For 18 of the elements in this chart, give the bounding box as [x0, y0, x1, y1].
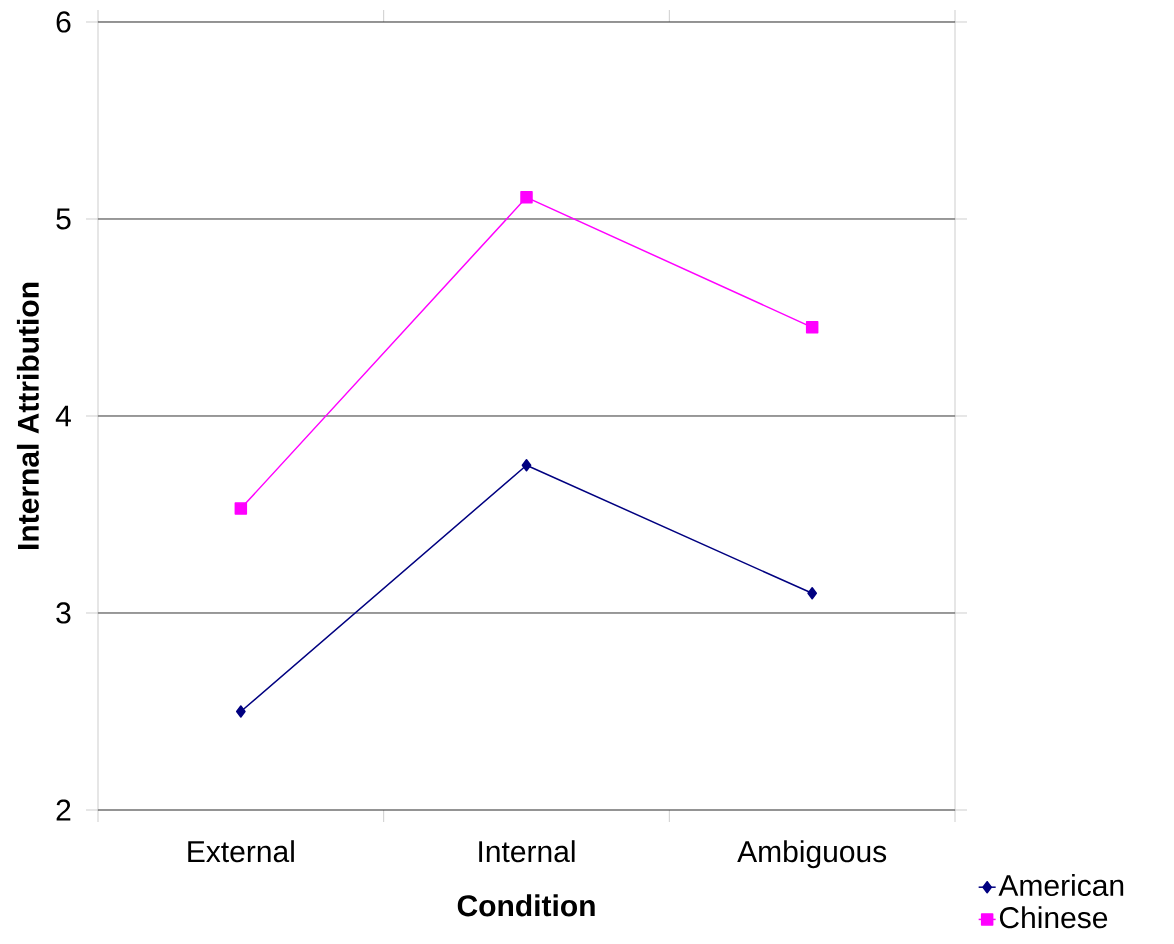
y-tick-label: 5	[56, 208, 71, 230]
y-axis-title: Internal Attribution	[16, 282, 39, 549]
y-tick-label: 3	[56, 602, 71, 624]
point	[235, 705, 246, 718]
y-tick-label: 6	[56, 11, 71, 33]
point	[234, 502, 248, 515]
y-tick-label: 4	[55, 405, 71, 427]
x-tick-label: Ambiguous	[737, 840, 887, 869]
x-tick-label: External	[188, 840, 294, 863]
x-axis-title: Condition	[457, 894, 595, 917]
legend-label: American	[998, 874, 1124, 897]
point	[807, 587, 818, 600]
point	[520, 191, 533, 204]
point	[521, 459, 532, 472]
legend-label: Chinese	[999, 906, 1108, 929]
point	[805, 321, 819, 334]
x-tick-label: Internal	[479, 840, 575, 863]
y-tick-label: 2	[56, 799, 71, 821]
